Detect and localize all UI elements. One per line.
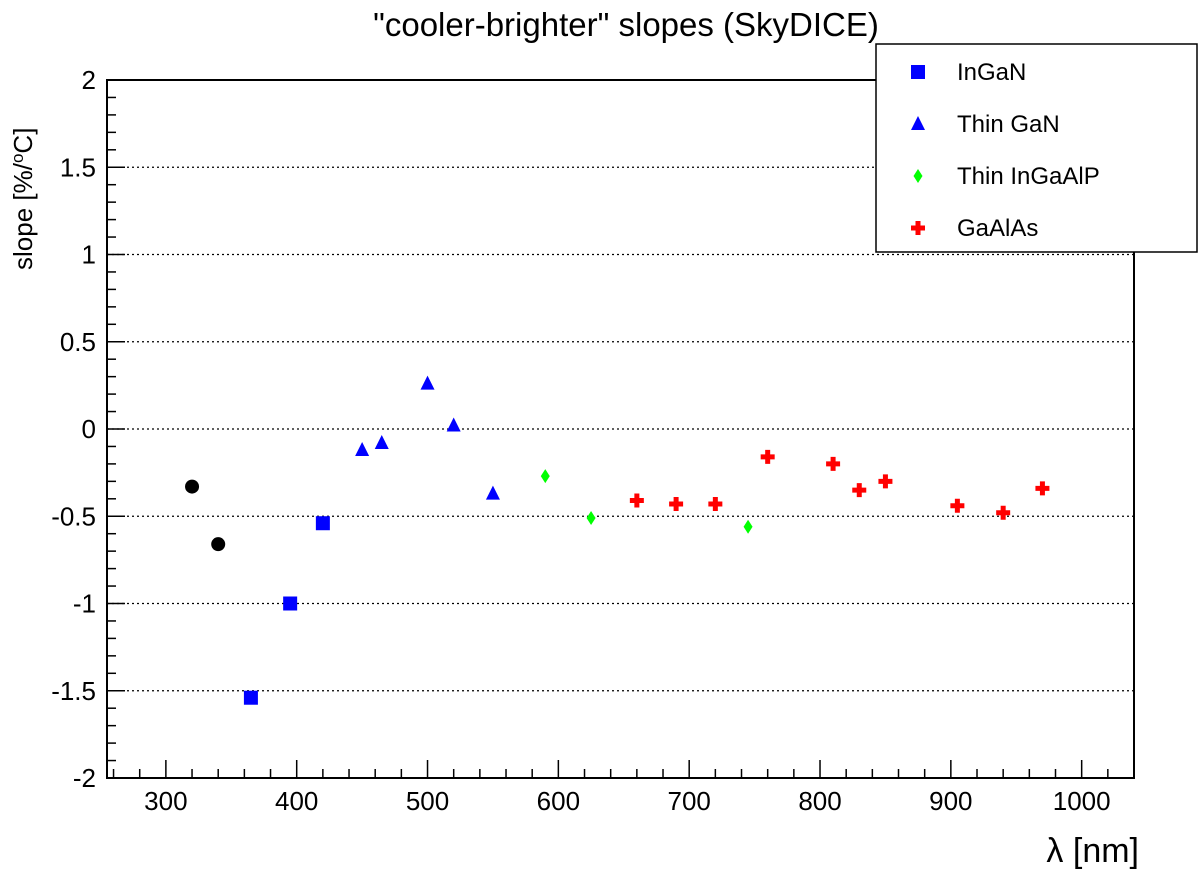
x-tick-label: 400 [275,786,318,816]
data-point-cross [708,497,723,512]
data-point-cross [996,505,1011,520]
data-point-circle [211,537,226,552]
data-point-square [315,516,330,531]
y-tick-label: 1.5 [60,152,96,182]
y-tick-label: 0 [82,414,96,444]
y-axis-title: slope [%/oC] [8,128,39,270]
legend-marker-cross [911,221,925,235]
x-tick-label: 1000 [1053,786,1111,816]
y-tick-label: 2 [82,65,96,95]
legend-label: Thin GaN [957,111,1060,138]
data-point-cross [1035,481,1050,496]
x-tick-label: 600 [537,786,580,816]
data-point-triangle [485,485,500,500]
legend-label: InGaN [957,59,1026,86]
data-point-diamond [540,469,550,484]
data-point-cross [669,497,684,512]
data-point-triangle [355,441,370,456]
y-tick-label: 1 [82,240,96,270]
data-point-triangle [420,375,435,390]
data-point-triangle [446,417,461,432]
data-point-circle [185,479,200,494]
data-point-cross [950,498,965,513]
y-tick-label: -0.5 [51,501,96,531]
x-axis-title: λ [nm] [1046,832,1139,870]
y-tick-label: 0.5 [60,327,96,357]
y-tick-label: -2 [73,763,96,793]
chart-title: "cooler-brighter" slopes (SkyDICE) [373,6,879,43]
x-tick-label: 300 [144,786,187,816]
legend-label: Thin InGaAlP [957,163,1100,190]
x-tick-label: 700 [667,786,710,816]
legend-marker-diamond [913,169,923,183]
data-point-cross [852,483,867,498]
data-point-cross [878,474,893,489]
y-tick-label: -1.5 [51,676,96,706]
legend-label: GaAlAs [957,215,1038,242]
data-point-square [283,596,298,611]
axes: 300 400 500 600 700 800 900 1000 -2 -1.5 -1 -0.5 0 0.… [51,65,1135,816]
data-points [185,375,1050,705]
data-point-cross [629,493,644,508]
data-point-diamond [743,519,753,534]
data-point-triangle [374,434,389,449]
legend-marker-square [911,65,925,79]
x-tick-label: 500 [406,786,449,816]
data-point-diamond [586,510,596,525]
x-tick-label: 900 [929,786,972,816]
data-point-cross [760,449,775,464]
data-point-square [243,690,258,705]
legend-box [875,43,1198,253]
legend-marker-triangle [911,116,925,130]
y-tick-label: -1 [73,589,96,619]
x-tick-label: 800 [798,786,841,816]
legend: InGaN Thin GaN Thin InGaAlP GaAlAs [875,43,1198,253]
data-point-cross [826,456,841,471]
